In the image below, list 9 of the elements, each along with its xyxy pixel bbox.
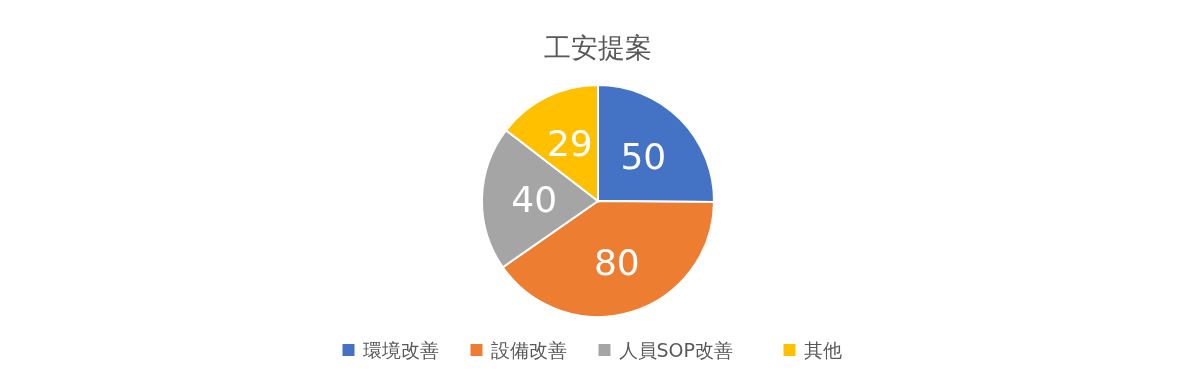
legend-label: 設備改善	[490, 338, 567, 361]
data-label: 50	[620, 135, 667, 177]
legend-label: 人員SOP改善	[618, 338, 733, 361]
legend-label: 環境改善	[362, 338, 439, 361]
legend-label: 其他	[803, 338, 842, 361]
data-label: 40	[511, 179, 558, 221]
data-label: 29	[546, 123, 593, 165]
chart-title: 工安提案	[544, 32, 652, 64]
data-label: 80	[593, 241, 640, 283]
